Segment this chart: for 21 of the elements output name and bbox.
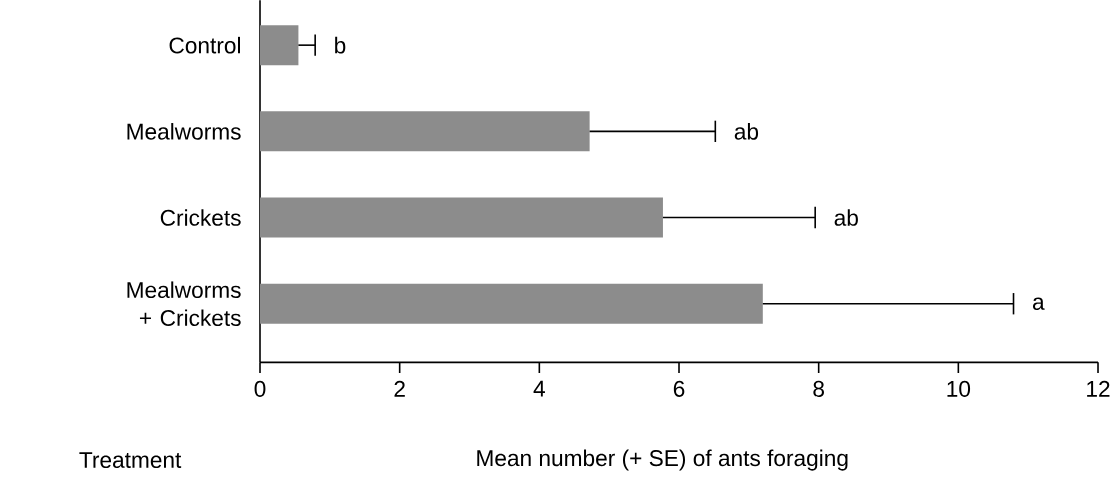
annotation: ab bbox=[734, 123, 759, 140]
y-tick-label: Mealworms + Crickets bbox=[127, 281, 241, 327]
bar bbox=[260, 111, 590, 152]
x-tick-label: 6 bbox=[673, 380, 685, 397]
x-tick-label: 2 bbox=[394, 380, 405, 397]
bar bbox=[260, 283, 763, 324]
x-tick-label: 4 bbox=[533, 380, 545, 397]
bar bbox=[260, 25, 299, 66]
x-tick-label: 12 bbox=[1087, 380, 1110, 397]
annotation: a bbox=[1032, 297, 1045, 310]
y-tick-label: Crickets bbox=[160, 209, 241, 226]
y-tick-label: Control bbox=[169, 36, 240, 54]
y-tick-label: Mealworms bbox=[127, 123, 241, 140]
x-axis-title: Mean number (+ SE) of ants foraging bbox=[477, 449, 848, 471]
x-tick-label: 10 bbox=[947, 380, 971, 397]
annotation: ab bbox=[834, 209, 858, 226]
bar bbox=[260, 197, 663, 238]
x-tick-label: 8 bbox=[813, 380, 824, 397]
x-tick-label: 0 bbox=[254, 380, 266, 397]
annotation: b bbox=[335, 36, 346, 54]
y-axis-title: Treatment bbox=[79, 452, 182, 468]
